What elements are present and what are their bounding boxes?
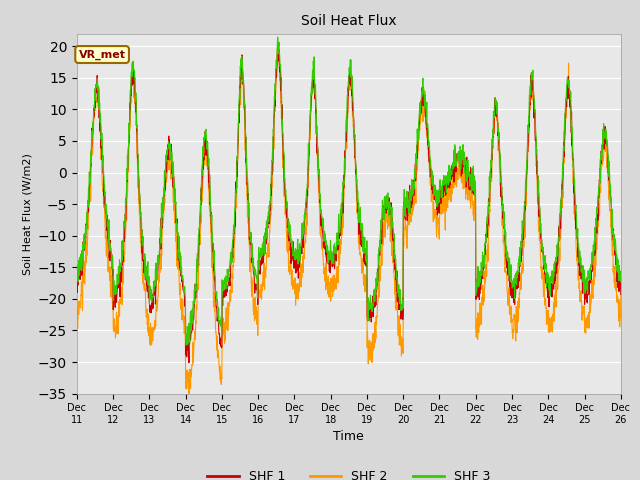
Title: Soil Heat Flux: Soil Heat Flux [301, 14, 397, 28]
X-axis label: Time: Time [333, 431, 364, 444]
Legend: SHF 1, SHF 2, SHF 3: SHF 1, SHF 2, SHF 3 [202, 465, 495, 480]
Y-axis label: Soil Heat Flux (W/m2): Soil Heat Flux (W/m2) [22, 153, 32, 275]
Text: VR_met: VR_met [79, 49, 125, 60]
